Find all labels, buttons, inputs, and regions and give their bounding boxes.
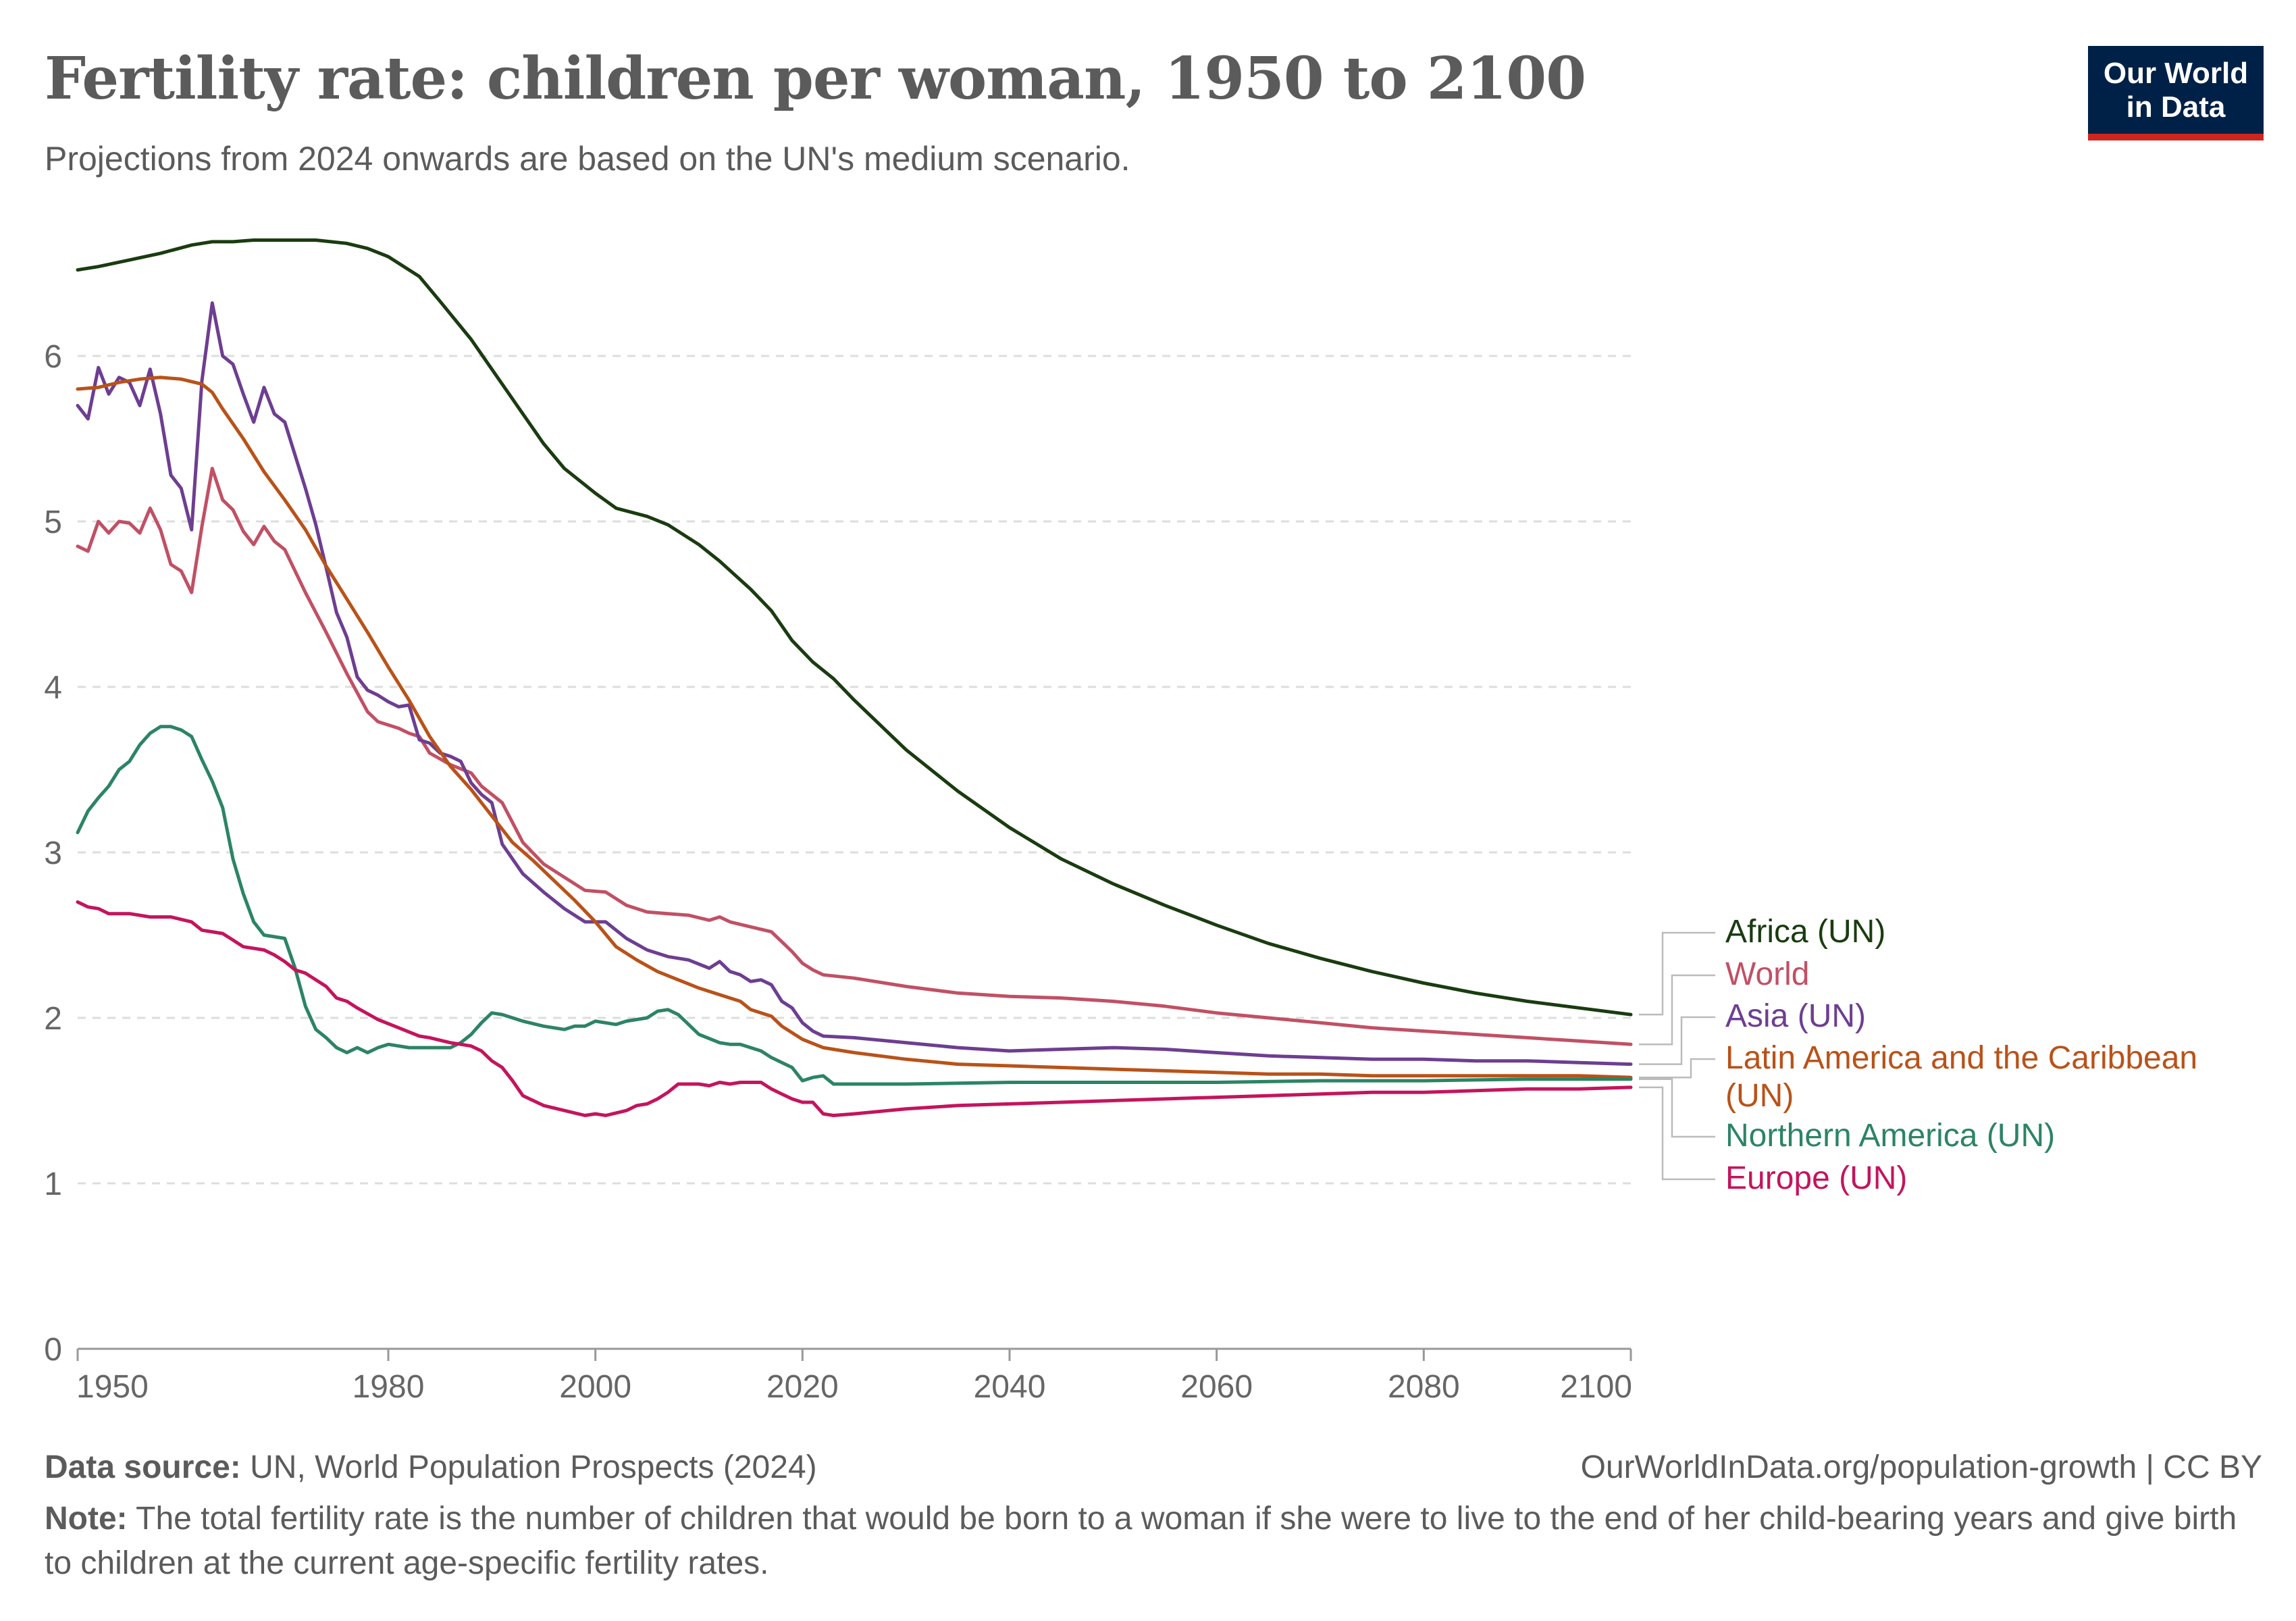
legend-label[interactable]: World <box>1725 956 1809 992</box>
chart-subtitle: Projections from 2024 onwards are based … <box>45 140 1130 178</box>
logo-line-2: in Data <box>2126 91 2226 124</box>
legend-label-line-1[interactable]: Latin America and the Caribbean <box>1725 1040 2197 1076</box>
legend-label-line-2[interactable]: (UN) <box>1725 1078 1794 1114</box>
series-line-world[interactable] <box>76 467 1633 1046</box>
x-tick-label: 2060 <box>1180 1369 1253 1405</box>
owid-logo[interactable]: Our World in Data <box>2088 46 2264 140</box>
y-tick-label: 5 <box>44 505 62 540</box>
legend-connector <box>1639 1058 1715 1079</box>
y-tick-label: 3 <box>44 835 62 871</box>
source-label: Data source: <box>45 1449 241 1485</box>
note-text: The total fertility rate is the number o… <box>45 1501 2237 1581</box>
legend-connector <box>1639 931 1715 1016</box>
series-line-northern-america-un[interactable] <box>76 725 1633 1086</box>
series-line-asia-un[interactable] <box>76 301 1633 1066</box>
series-line-africa-un[interactable] <box>76 238 1633 1017</box>
x-tick-label: 2000 <box>559 1369 631 1405</box>
legend-connector <box>1639 1016 1715 1065</box>
legend-label[interactable]: Africa (UN) <box>1725 914 1885 950</box>
chart-title: Fertility rate: children per woman, 1950… <box>45 45 1586 113</box>
note: Note: The total fertility rate is the nu… <box>45 1497 2246 1586</box>
y-tick-label: 1 <box>44 1166 62 1202</box>
legend-connector <box>1639 974 1715 1046</box>
y-tick-label: 2 <box>44 1001 62 1037</box>
legend-label[interactable]: Europe (UN) <box>1725 1160 1907 1196</box>
gridlines <box>78 355 1631 1185</box>
note-label: Note: <box>45 1501 128 1537</box>
logo-line-1: Our World <box>2103 57 2249 90</box>
legend: Africa (UN) World Asia (UN) Latin America a… <box>1639 914 2197 1196</box>
legend-connector <box>1639 1086 1715 1181</box>
x-tick-label: 2080 <box>1388 1369 1460 1405</box>
logo-accent-bar <box>2088 134 2264 140</box>
y-tick-label: 0 <box>44 1332 62 1368</box>
y-tick-label: 4 <box>44 670 62 706</box>
legend-label[interactable]: Northern America (UN) <box>1725 1118 2055 1154</box>
legend-connector <box>1639 1078 1715 1138</box>
x-tick-label: 2020 <box>766 1369 839 1405</box>
x-tick-label: 1980 <box>353 1369 425 1405</box>
legend-label[interactable]: Asia (UN) <box>1725 998 1866 1034</box>
source-url[interactable]: OurWorldInData.org/population-growth | C… <box>1580 1449 2262 1485</box>
axes: 0 1 2 3 4 5 6 1950 1980 2000 2020 2040 2060 2080 2100 <box>44 339 1632 1405</box>
y-tick-label: 6 <box>44 339 62 375</box>
series-line-europe-un[interactable] <box>76 900 1633 1117</box>
source-line: Data source: UN, World Population Prospe… <box>45 1449 817 1486</box>
source-text: UN, World Population Prospects (2024) <box>250 1449 817 1485</box>
series-line-latin-america-and-the-caribbean-un[interactable] <box>76 376 1633 1079</box>
series-lines <box>76 238 1633 1117</box>
x-tick-label: 2040 <box>974 1369 1046 1405</box>
x-tick-label: 1950 <box>76 1369 149 1405</box>
x-tick-label: 2100 <box>1560 1369 1632 1405</box>
